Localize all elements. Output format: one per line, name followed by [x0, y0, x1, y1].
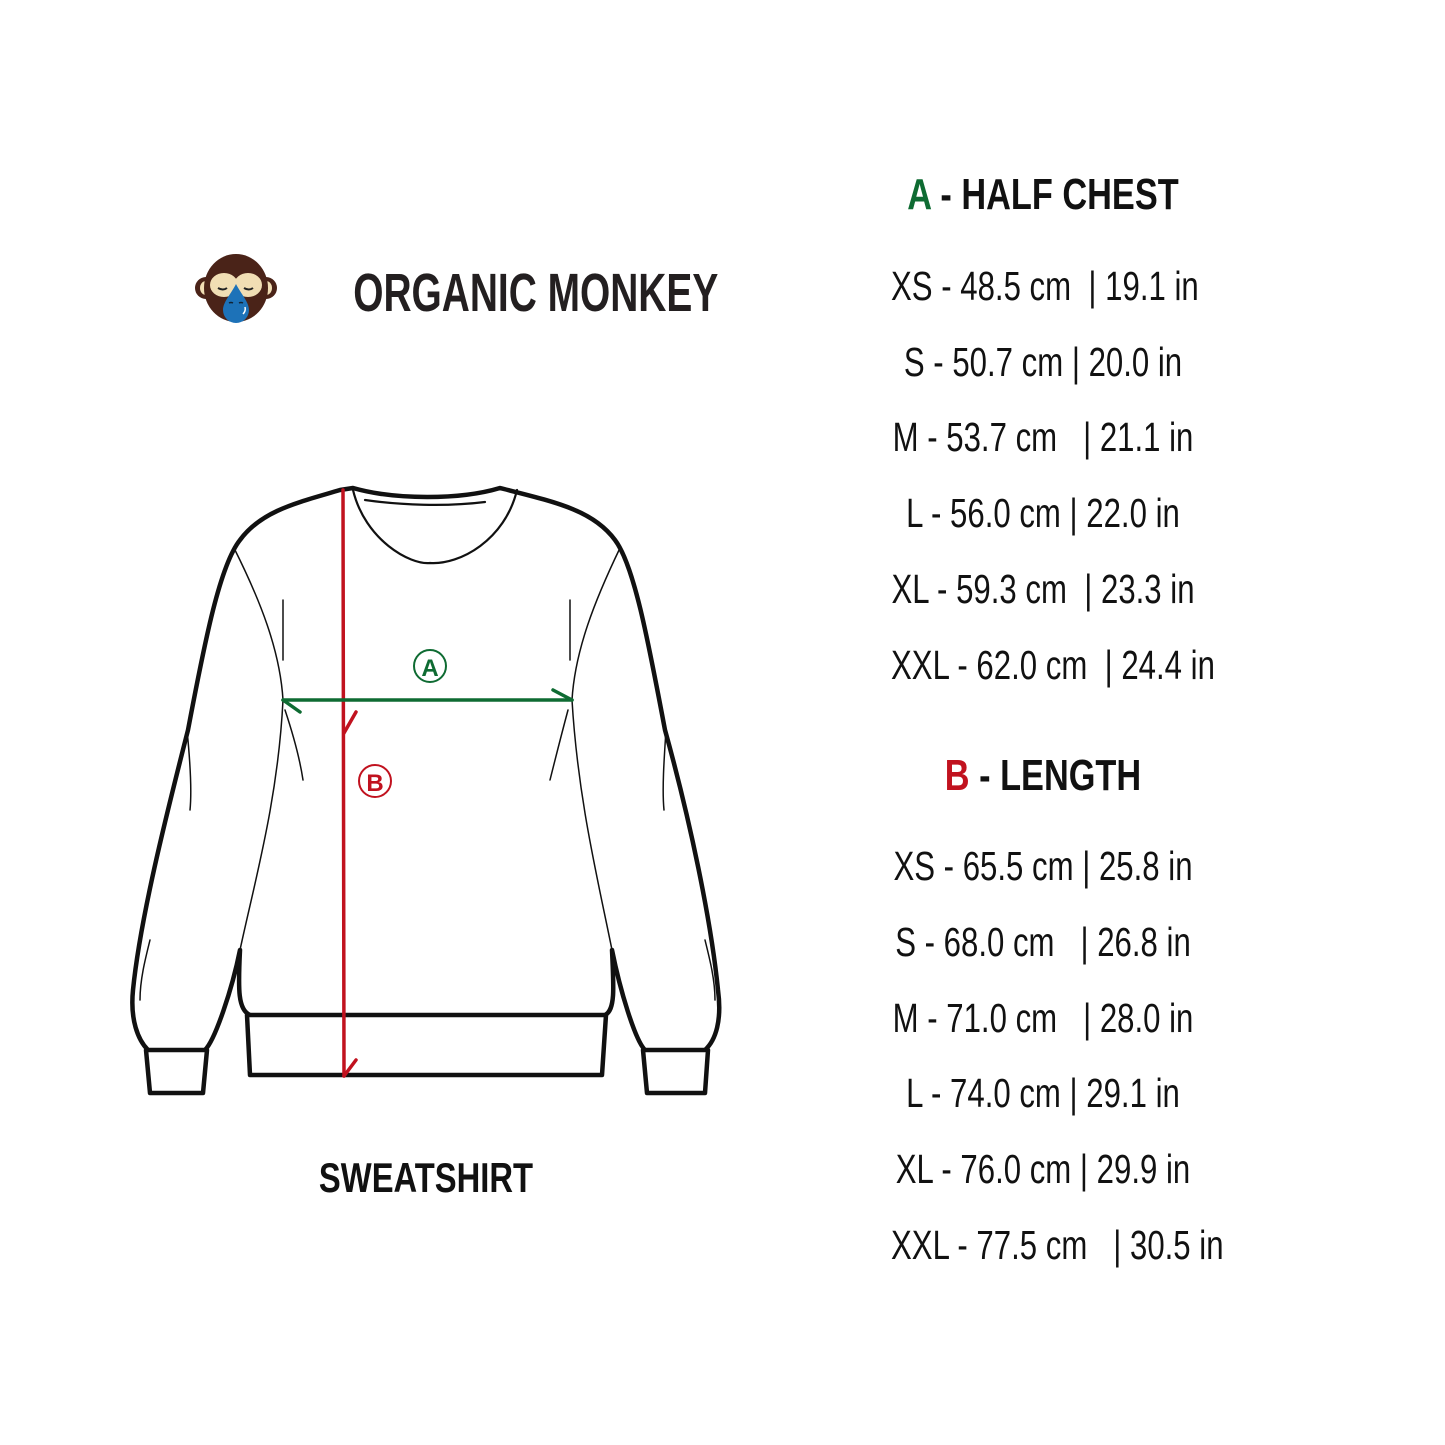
half-chest-heading: A - HALF CHEST	[887, 170, 1199, 220]
half-chest-title: - HALF CHEST	[930, 170, 1179, 219]
measure-b-line	[341, 488, 358, 1078]
length-row: XXL - 77.5 cm | 30.5 in	[891, 1222, 1224, 1268]
length-row: XS - 65.5 cm | 25.8 in	[893, 843, 1193, 889]
marker-a: A	[421, 655, 438, 682]
length-row: M - 71.0 cm | 28.0 in	[892, 995, 1194, 1041]
garment-label: SWEATSHIRT	[318, 1154, 534, 1201]
hem-band	[244, 1012, 609, 1078]
length-row: S - 68.0 cm | 26.8 in	[895, 919, 1191, 965]
length-heading: B - LENGTH	[887, 751, 1199, 801]
half-chest-row: S - 50.7 cm | 20.0 in	[903, 339, 1183, 385]
length-letter: B	[944, 751, 970, 800]
monkey-logo-icon	[195, 254, 277, 323]
half-chest-row: XL - 59.3 cm | 23.3 in	[891, 566, 1195, 612]
half-chest-row: XXL - 62.0 cm | 24.4 in	[891, 642, 1215, 688]
length-row: L - 74.0 cm | 29.1 in	[906, 1070, 1180, 1116]
marker-a-circle	[413, 649, 447, 683]
half-chest-row: M - 53.7 cm | 21.1 in	[892, 414, 1194, 460]
marker-b-circle	[358, 764, 392, 798]
length-row: XL - 76.0 cm | 29.9 in	[895, 1146, 1191, 1192]
marker-b: B	[366, 770, 383, 797]
half-chest-letter: A	[907, 170, 931, 219]
half-chest-row: L - 56.0 cm | 22.0 in	[906, 490, 1180, 536]
sweatshirt-outline	[130, 485, 722, 1053]
right-cuff	[640, 1047, 711, 1096]
length-title: - LENGTH	[969, 751, 1142, 800]
measure-a-line	[281, 688, 574, 714]
collar-inner	[351, 488, 519, 565]
left-cuff	[143, 1047, 210, 1096]
fold-lines	[139, 547, 716, 1001]
half-chest-row: XS - 48.5 cm | 19.1 in	[891, 263, 1199, 309]
sweatshirt-diagram: A B	[130, 485, 722, 1096]
